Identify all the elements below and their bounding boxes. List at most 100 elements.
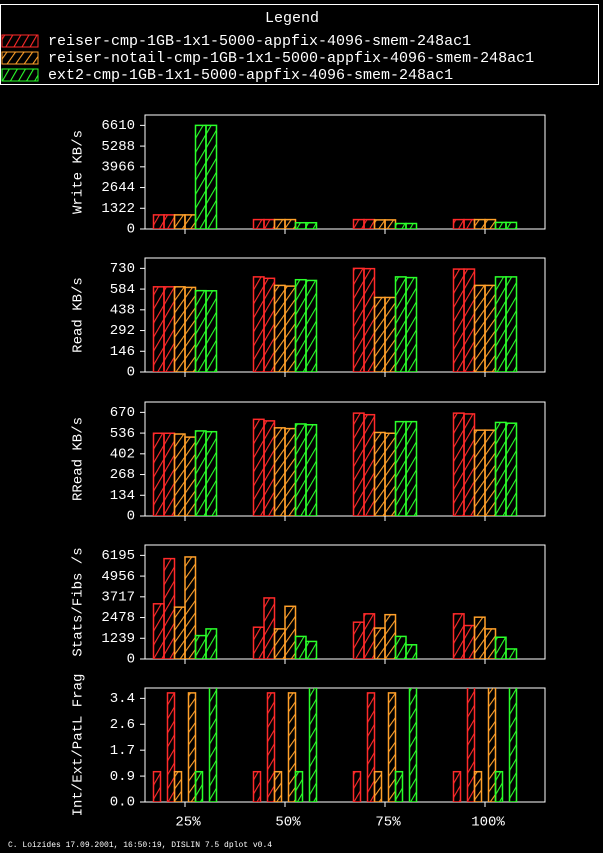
bar — [408, 688, 418, 802]
bar — [384, 219, 397, 229]
bar — [252, 418, 265, 516]
bar — [494, 421, 507, 516]
bar — [294, 221, 307, 229]
bar — [163, 557, 176, 659]
bar — [484, 628, 497, 659]
bar — [252, 276, 265, 372]
bar — [294, 770, 304, 802]
legend-swatch — [1, 68, 39, 82]
bar — [363, 267, 376, 372]
bar — [363, 613, 376, 659]
bar — [184, 286, 197, 372]
x-tick-label: 25% — [175, 815, 201, 831]
plot-frame — [144, 401, 546, 517]
legend-box — [0, 4, 599, 85]
bar — [173, 286, 186, 372]
bar — [452, 412, 465, 516]
bar — [194, 770, 204, 802]
bar — [205, 290, 218, 372]
bar — [394, 276, 407, 372]
bar — [394, 420, 407, 516]
bar — [252, 218, 265, 229]
y-tick-label: 6610 — [101, 118, 135, 134]
bar — [305, 640, 318, 659]
plot-frame — [144, 114, 546, 230]
bar — [173, 606, 186, 659]
bar — [363, 413, 376, 516]
bar — [473, 770, 483, 802]
legend-entry: reiser-notail-cmp-1GB-1x1-5000-appfix-40… — [48, 50, 534, 67]
y-tick-label: 292 — [110, 323, 135, 339]
bar — [463, 218, 476, 229]
bar — [352, 218, 365, 229]
bar — [352, 412, 365, 516]
bar — [294, 423, 307, 516]
bar — [384, 613, 397, 659]
bar — [194, 124, 207, 229]
bar — [394, 770, 404, 802]
y-tick-label: 6195 — [101, 548, 135, 564]
bar — [184, 214, 197, 229]
bars — [152, 688, 518, 802]
bar — [305, 221, 318, 229]
legend-swatch — [1, 51, 39, 65]
y-axis-label: Int/Ext/PatL Frag — [71, 674, 87, 817]
y-tick-label: 3717 — [101, 590, 135, 606]
y-tick-label: 438 — [110, 303, 135, 319]
bar — [373, 296, 386, 372]
y-tick-label: 1322 — [101, 201, 135, 217]
bar — [505, 648, 518, 659]
bar — [194, 430, 207, 516]
y-tick-label: 670 — [110, 405, 135, 421]
bar — [284, 285, 297, 372]
bar — [152, 432, 165, 516]
bar — [494, 636, 507, 659]
y-tick-label: 4956 — [101, 569, 135, 585]
y-tick-label: 1.7 — [110, 743, 135, 759]
bar — [152, 770, 162, 802]
bar — [352, 770, 362, 802]
bar — [494, 276, 507, 372]
bar — [363, 218, 376, 229]
bar — [494, 221, 507, 229]
bars — [152, 412, 518, 516]
y-tick-label: 0 — [127, 509, 135, 525]
bar — [505, 422, 518, 516]
bar — [505, 276, 518, 372]
y-axis-label: Read KB/s — [71, 277, 87, 353]
bar — [273, 770, 283, 802]
y-tick-label: 134 — [110, 488, 135, 504]
y-tick-label: 0 — [127, 652, 135, 668]
bar — [163, 214, 176, 229]
y-tick-label: 730 — [110, 261, 135, 277]
bar — [308, 688, 318, 802]
y-tick-label: 2478 — [101, 610, 135, 626]
bar — [205, 430, 218, 516]
bar — [273, 284, 286, 372]
bar — [152, 603, 165, 659]
plot-frame — [144, 687, 546, 803]
bar — [373, 627, 386, 659]
bar — [263, 597, 276, 659]
bar — [405, 222, 418, 229]
bar — [294, 635, 307, 659]
y-tick-label: 402 — [110, 447, 135, 463]
bar — [452, 218, 465, 229]
bar — [187, 692, 197, 802]
bar — [252, 770, 262, 802]
y-tick-label: 584 — [110, 282, 135, 298]
legend-entry: reiser-cmp-1GB-1x1-5000-appfix-4096-smem… — [48, 33, 471, 50]
y-tick-label: 0 — [127, 222, 135, 238]
bar — [473, 284, 486, 372]
legend-swatch — [1, 34, 39, 48]
y-axis-label: Write KB/s — [71, 130, 87, 214]
bar — [394, 222, 407, 229]
bar — [284, 427, 297, 516]
bar — [184, 436, 197, 516]
bar — [373, 770, 383, 802]
bar — [452, 613, 465, 659]
bar — [273, 628, 286, 659]
bar — [473, 429, 486, 516]
bar — [152, 214, 165, 229]
bar — [163, 286, 176, 372]
